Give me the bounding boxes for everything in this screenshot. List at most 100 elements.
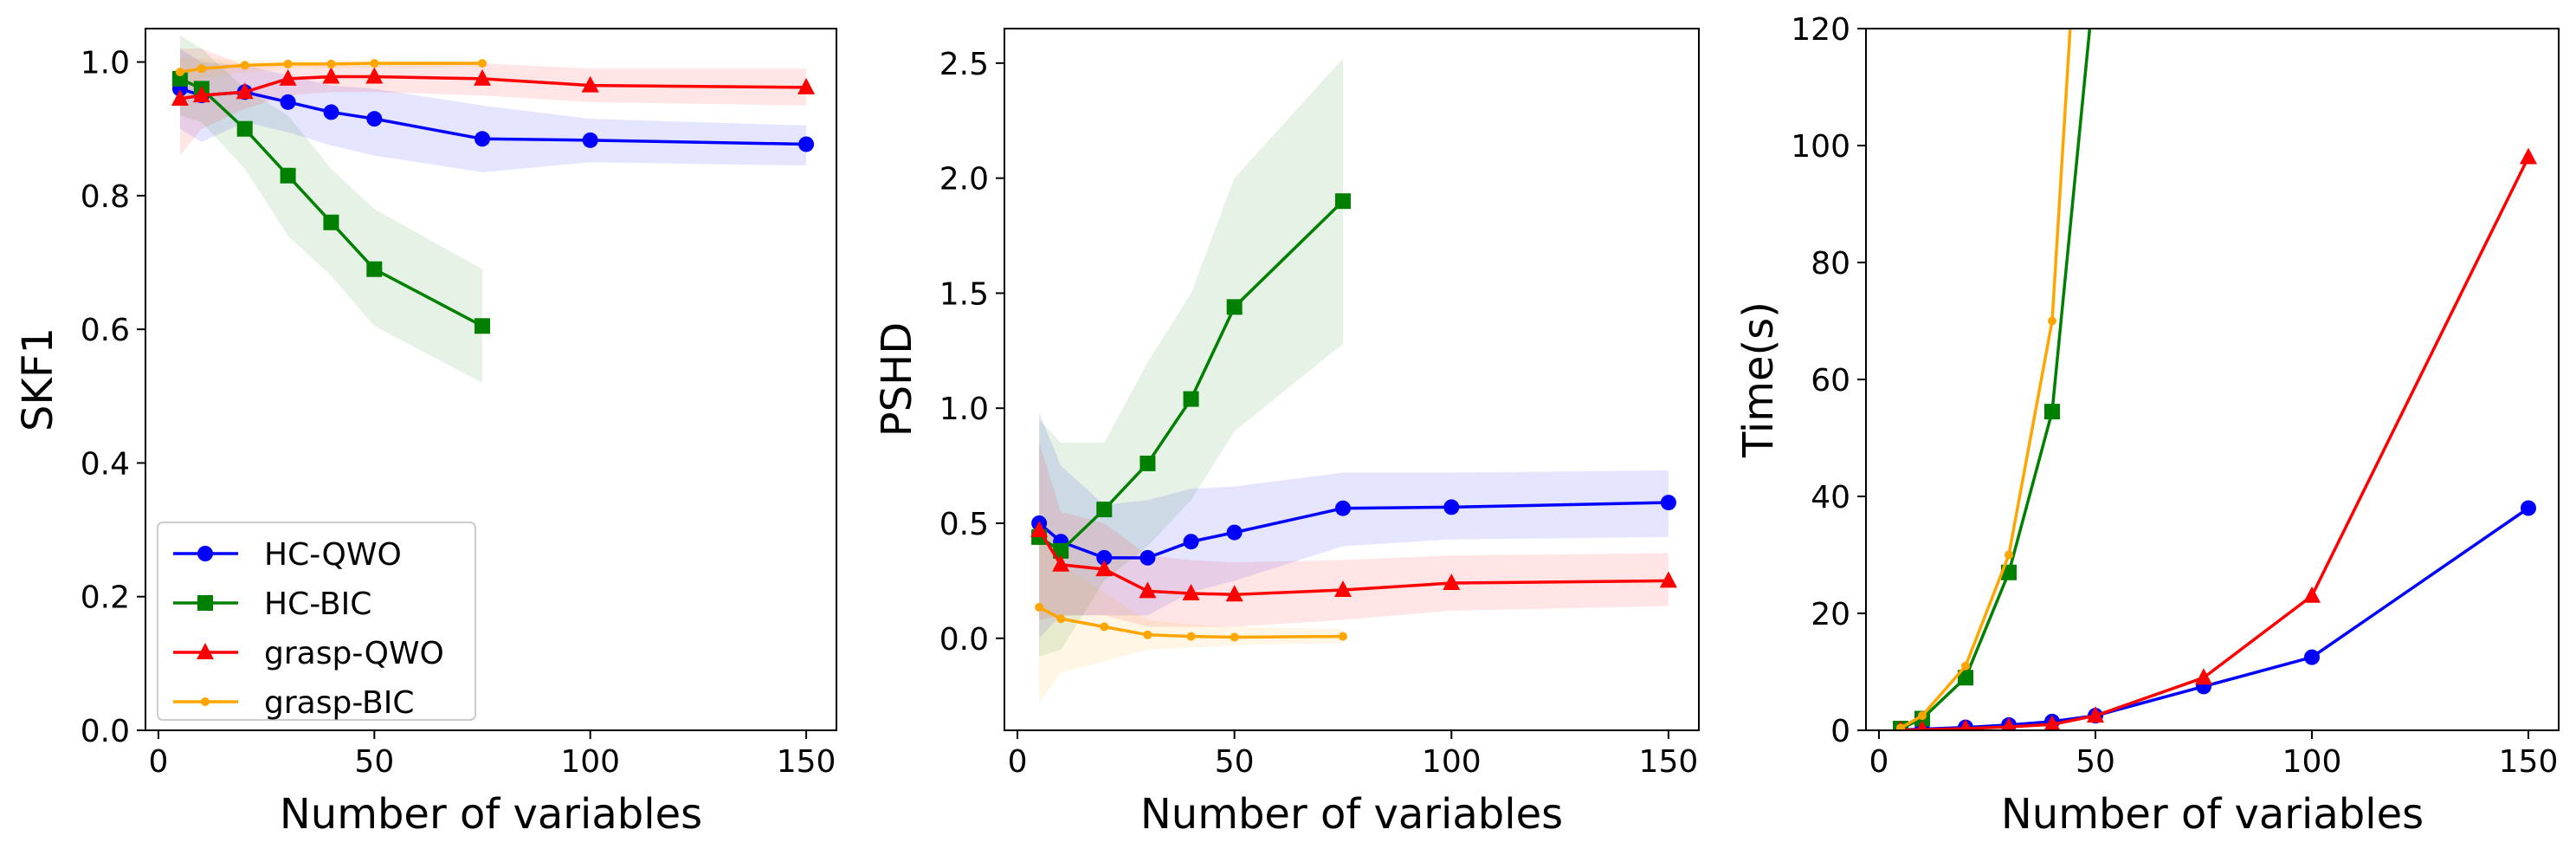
point-hc-qwo (582, 132, 598, 148)
point-hc-bic (236, 120, 253, 137)
point-hc-qwo (1183, 534, 1199, 550)
x-tick-label: 150 (1639, 744, 1699, 780)
y-tick-label: 1.0 (939, 392, 989, 427)
point-grasp-qwo (2520, 147, 2537, 165)
y-axis-title: Time(s) (1734, 301, 1783, 458)
point-hc-bic (2044, 404, 2060, 420)
point-grasp-qwo (365, 67, 384, 84)
point-grasp-bic (1143, 630, 1152, 639)
y-tick-label: 2.0 (939, 162, 989, 198)
point-hc-bic (1334, 193, 1351, 210)
point-hc-qwo (2304, 649, 2320, 665)
series-grasp-qwo (171, 67, 816, 106)
legend-box (157, 522, 476, 721)
point-grasp-qwo (1443, 574, 1461, 591)
point-grasp-qwo (1916, 720, 1928, 730)
x-axis-title: Number of variables (280, 790, 702, 839)
point-grasp-qwo (1333, 580, 1352, 597)
y-axis-title: PSHD (873, 322, 921, 437)
point-hc-bic (1096, 502, 1113, 518)
series-hc-bic (1893, 29, 2092, 730)
y-tick-label: 40 (1811, 480, 1850, 515)
point-hc-qwo (323, 104, 339, 120)
y-tick-label: 1.5 (939, 276, 989, 312)
legend-item-hc-bic: HC-BIC (173, 587, 371, 622)
plot-area (171, 35, 816, 383)
chart-panel-skf1: 0 50 100 150 0.0 0.2 0.4 0.6 0.8 1.0 Number of var… (14, 28, 837, 839)
y-tick-label: 100 (1791, 129, 1850, 165)
legend-label: HC-BIC (264, 587, 371, 622)
point-grasp-bic (1961, 661, 1970, 671)
legend-marker-hc-qwo (197, 546, 213, 561)
point-grasp-qwo (1052, 554, 1070, 572)
point-grasp-bic (175, 68, 184, 77)
point-grasp-bic (2048, 316, 2056, 326)
point-grasp-qwo (322, 67, 340, 84)
x-tick-label: 0 (1008, 744, 1028, 780)
x-tick-label: 100 (560, 744, 620, 780)
point-grasp-bic (2005, 550, 2013, 560)
point-grasp-qwo (1030, 520, 1049, 537)
point-grasp-qwo (1659, 571, 1677, 588)
point-grasp-qwo (236, 82, 254, 100)
x-tick-label: 50 (1215, 744, 1255, 780)
y-tick-label: 1.0 (81, 46, 130, 81)
x-axis-title: Number of variables (1140, 790, 1563, 839)
legend-item-hc-qwo: HC-QWO (173, 537, 402, 573)
legend: HC-QWO HC-BIC grasp-QWO grasp-BIC (157, 522, 476, 721)
band-hc-bic (1039, 58, 1343, 658)
y-tick-label: 80 (1811, 246, 1850, 282)
line-hc-qwo (1900, 507, 2529, 730)
point-hc-bic (1226, 299, 1243, 315)
series-grasp-qwo (1030, 520, 1677, 602)
legend-label: grasp-QWO (264, 636, 444, 671)
legend-marker-hc-bic (197, 595, 213, 611)
axes-frame (1865, 28, 2560, 731)
y-tick-label: 0.4 (81, 446, 130, 482)
y-tick-label: 0.8 (81, 179, 130, 215)
y-tick-label: 2.5 (939, 47, 989, 82)
point-grasp-bic (197, 64, 206, 74)
point-grasp-qwo (279, 68, 297, 86)
x-axis-title: Number of variables (2001, 790, 2424, 839)
point-grasp-bic (1035, 602, 1044, 612)
point-hc-qwo (1660, 495, 1676, 511)
x-tick-label: 100 (2282, 744, 2342, 780)
point-hc-bic (1053, 542, 1069, 559)
point-hc-bic (323, 214, 339, 230)
point-hc-bic (1958, 670, 1973, 686)
legend-item-grasp-bic: grasp-BIC (173, 685, 414, 721)
point-grasp-bic (283, 59, 293, 68)
x-tick-label: 100 (1422, 744, 1482, 780)
y-tick-label: 0.0 (939, 622, 989, 658)
legend-item-grasp-qwo: grasp-QWO (173, 636, 444, 671)
point-grasp-qwo (2002, 716, 2016, 730)
series-grasp-bic (1896, 29, 2072, 730)
series-grasp-qwo (1895, 147, 2537, 730)
line-grasp-qwo (1900, 156, 2530, 730)
point-grasp-bic (1186, 632, 1196, 641)
x-tick-label: 150 (777, 744, 836, 780)
point-grasp-qwo (1959, 718, 1972, 730)
point-grasp-qwo (171, 89, 189, 106)
y-tick-label: 0.0 (81, 714, 130, 749)
band-grasp-bic (1039, 518, 1343, 703)
legend-label: HC-QWO (264, 537, 402, 573)
point-grasp-bic (1100, 622, 1109, 632)
legend-label: grasp-BIC (264, 685, 414, 721)
point-hc-qwo (1140, 549, 1156, 566)
line-grasp-bic (1900, 29, 2072, 729)
point-grasp-qwo (1182, 583, 1200, 600)
point-grasp-qwo (192, 86, 210, 103)
point-grasp-bic (1896, 723, 1905, 730)
point-grasp-bic (240, 61, 249, 70)
y-tick-label: 20 (1811, 597, 1850, 632)
series-grasp-bic (175, 59, 487, 77)
point-grasp-qwo (2303, 586, 2321, 603)
point-grasp-bic (1230, 632, 1239, 642)
axes-frame (145, 28, 837, 731)
chart-panel-pshd: 0 50 100 150 0.0 0.5 1.0 1.5 2.0 2.5 Number of var… (873, 28, 1700, 839)
y-tick-label: 0.2 (81, 580, 130, 616)
y-tick-label: 120 (1791, 12, 1850, 48)
